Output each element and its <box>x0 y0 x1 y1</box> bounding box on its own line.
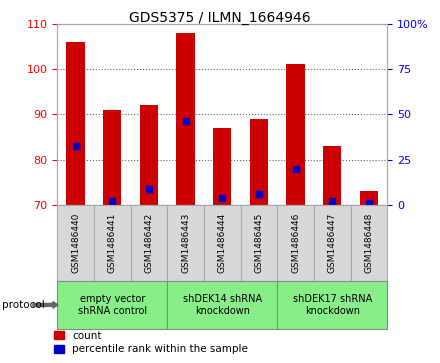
Text: GSM1486442: GSM1486442 <box>144 213 154 273</box>
Bar <box>131 205 167 281</box>
Text: GSM1486447: GSM1486447 <box>328 213 337 273</box>
Point <box>365 200 372 206</box>
Text: empty vector
shRNA control: empty vector shRNA control <box>77 294 147 316</box>
Point <box>145 186 152 192</box>
Bar <box>167 281 277 329</box>
Text: GSM1486445: GSM1486445 <box>254 213 264 273</box>
Bar <box>103 110 121 205</box>
Bar <box>323 146 341 205</box>
Bar <box>241 205 277 281</box>
Text: GSM1486448: GSM1486448 <box>364 213 374 273</box>
Bar <box>360 192 378 205</box>
Text: GSM1486440: GSM1486440 <box>71 213 80 273</box>
Bar <box>204 205 241 281</box>
Text: shDEK17 shRNA
knockdown: shDEK17 shRNA knockdown <box>293 294 372 316</box>
Bar <box>167 205 204 281</box>
Point <box>109 198 116 204</box>
Text: GSM1486441: GSM1486441 <box>108 213 117 273</box>
Point <box>292 166 299 172</box>
Bar <box>250 119 268 205</box>
Point <box>72 143 79 149</box>
Bar <box>277 205 314 281</box>
Text: GSM1486446: GSM1486446 <box>291 213 300 273</box>
Bar <box>213 128 231 205</box>
Bar <box>176 33 195 205</box>
Bar <box>57 205 94 281</box>
Bar <box>351 205 387 281</box>
Bar <box>66 42 85 205</box>
Bar <box>277 281 387 329</box>
Text: shDEK14 shRNA
knockdown: shDEK14 shRNA knockdown <box>183 294 262 316</box>
Point <box>329 198 336 204</box>
Bar <box>57 281 167 329</box>
Bar <box>94 205 131 281</box>
Text: GDS5375 / ILMN_1664946: GDS5375 / ILMN_1664946 <box>129 11 311 25</box>
Text: GSM1486444: GSM1486444 <box>218 213 227 273</box>
Bar <box>314 205 351 281</box>
Text: protocol: protocol <box>2 300 45 310</box>
Text: GSM1486443: GSM1486443 <box>181 213 190 273</box>
Point <box>219 195 226 201</box>
Point <box>182 118 189 124</box>
Bar <box>140 105 158 205</box>
Bar <box>286 65 305 205</box>
Legend: count, percentile rank within the sample: count, percentile rank within the sample <box>54 331 248 354</box>
Point <box>255 191 262 197</box>
